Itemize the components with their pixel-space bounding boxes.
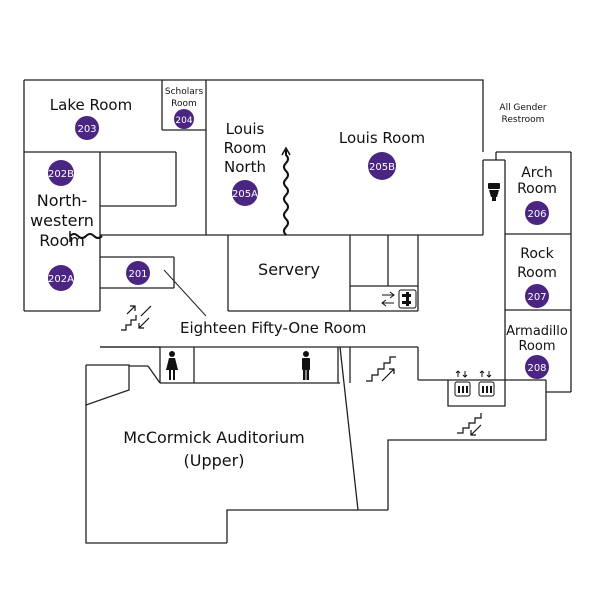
room-name-arch-2: Room xyxy=(517,181,557,197)
room-badge-205b[interactable] xyxy=(368,152,396,180)
room-name-lake: Lake Room xyxy=(50,96,132,114)
room-badge-204[interactable] xyxy=(174,109,194,129)
leader-line xyxy=(163,269,207,317)
room-name-louis: Louis Room xyxy=(339,129,425,147)
room-number-204: 204 xyxy=(175,116,192,126)
room-name-servery: Servery xyxy=(258,260,320,279)
room-name-armadillo-2: Room xyxy=(518,339,555,354)
room-badge-207[interactable] xyxy=(525,284,549,308)
room-name-auditorium-2: (Upper) xyxy=(184,451,245,470)
room-number-203: 203 xyxy=(77,124,96,135)
room-name-scholars-1: Scholars xyxy=(165,87,204,97)
stairs-icon xyxy=(457,413,482,436)
stairs-icon xyxy=(121,305,152,331)
elevator-icon xyxy=(381,289,417,309)
room-number-202a: 202A xyxy=(48,274,74,285)
folding-wall-icon xyxy=(283,150,289,236)
room-badge-201[interactable] xyxy=(126,261,150,285)
room-name-auditorium-1: McCormick Auditorium xyxy=(123,428,305,447)
room-badge-203[interactable] xyxy=(75,116,99,140)
folding-wall-icon xyxy=(69,233,103,239)
restroom-label-1: All Gender xyxy=(499,103,546,113)
room-number-208: 208 xyxy=(527,363,546,374)
room-name-eighteen-fifty-one: Eighteen Fifty-One Room xyxy=(180,319,366,337)
room-number-205a: 205A xyxy=(232,189,258,200)
room-name-louis-north-1: Louis xyxy=(226,120,265,138)
walls xyxy=(23,79,572,544)
room-badge-202a[interactable] xyxy=(48,265,74,291)
room-number-206: 206 xyxy=(527,209,546,220)
room-name-arch-1: Arch xyxy=(521,165,553,181)
room-name-northwestern-2: western xyxy=(30,211,94,230)
room-name-scholars-2: Room xyxy=(171,99,197,109)
accessible-elevator-icon[interactable] xyxy=(454,370,471,397)
room-name-rock-1: Rock xyxy=(520,246,554,262)
room-name-rock-2: Room xyxy=(517,265,557,281)
room-badge-205a[interactable] xyxy=(232,180,258,206)
room-name-louis-north-2: Room xyxy=(224,139,267,157)
room-badge-206[interactable] xyxy=(525,201,549,225)
room-number-207: 207 xyxy=(527,292,546,303)
room-badge-208[interactable] xyxy=(525,355,549,379)
restroom-label-2: Restroom xyxy=(502,115,545,125)
folding-wall-arrow-icon xyxy=(281,146,291,156)
accessible-elevator-icon[interactable] xyxy=(478,370,495,397)
room-name-northwestern-1: North- xyxy=(37,191,88,210)
room-number-205b: 205B xyxy=(369,162,395,173)
women-restroom-icon xyxy=(166,351,178,380)
all-gender-restroom-icon xyxy=(488,183,500,201)
stairs-icon xyxy=(366,356,396,382)
room-name-northwestern-3: Room xyxy=(39,231,85,250)
room-name-armadillo-1: Armadillo xyxy=(506,324,568,339)
room-name-louis-north-3: North xyxy=(224,158,266,176)
room-number-201: 201 xyxy=(128,269,147,280)
room-number-202b: 202B xyxy=(48,169,74,180)
room-badge-202b[interactable] xyxy=(48,160,74,186)
men-restroom-icon xyxy=(302,351,310,380)
